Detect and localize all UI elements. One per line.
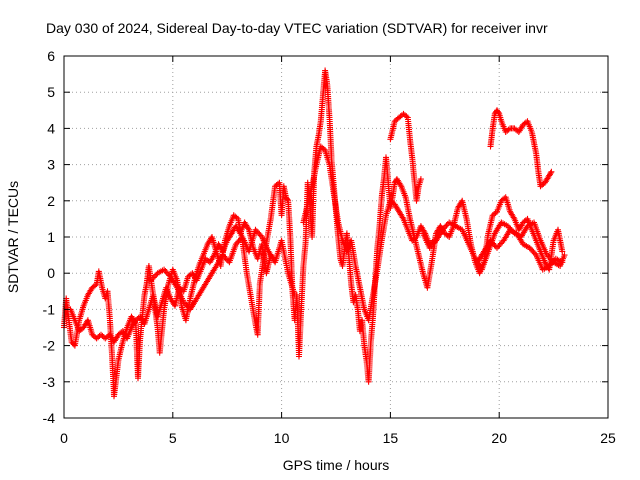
series-track-3 — [148, 226, 298, 313]
data-point — [548, 168, 555, 175]
data-point — [559, 259, 566, 266]
y-tick-label: 5 — [47, 84, 55, 100]
data-point — [163, 269, 170, 276]
data-point — [531, 250, 538, 257]
y-tick-label: -2 — [43, 338, 56, 354]
data-point — [443, 222, 450, 229]
data-point — [252, 226, 259, 233]
data-point — [291, 291, 298, 298]
series-track-8 — [474, 226, 566, 273]
x-tick-label: 10 — [274, 430, 290, 446]
data-point — [495, 243, 502, 250]
data-point — [550, 258, 557, 265]
data-point — [180, 299, 187, 306]
data-point — [222, 255, 229, 261]
data-point — [235, 238, 242, 245]
y-tick-label: -3 — [43, 374, 56, 390]
data-point — [497, 240, 504, 247]
data-point — [255, 229, 262, 236]
x-tick-labels: 0 5 10 15 20 25 — [60, 430, 616, 446]
data-point — [526, 244, 533, 251]
data-point — [547, 170, 554, 176]
data-point — [399, 214, 406, 221]
data-point — [161, 266, 168, 273]
y-tick-label: 6 — [47, 48, 55, 64]
data-point — [529, 247, 536, 254]
data-point — [183, 302, 190, 309]
data-point — [546, 255, 553, 261]
data-point — [397, 181, 404, 188]
series-track-6 — [487, 107, 555, 190]
data-point — [544, 252, 551, 259]
data-point — [495, 109, 502, 116]
data-point — [547, 261, 554, 268]
data-point — [219, 252, 226, 259]
data-point — [150, 274, 157, 281]
data-point — [148, 277, 154, 284]
data-point — [561, 252, 568, 259]
y-tick-label: 3 — [47, 157, 55, 173]
y-tick-label: 1 — [47, 229, 55, 245]
data-points — [61, 67, 568, 400]
data-point — [417, 176, 424, 183]
y-tick-label: -4 — [43, 410, 56, 426]
data-point — [440, 225, 447, 232]
y-tick-label: -1 — [43, 301, 56, 317]
data-point — [284, 196, 291, 203]
data-point — [559, 248, 566, 255]
data-point — [510, 214, 517, 221]
x-tick-label: 25 — [600, 430, 616, 446]
x-tick-label: 0 — [60, 430, 68, 446]
x-tick-label: 20 — [491, 430, 507, 446]
data-point — [488, 239, 495, 246]
data-point — [430, 240, 437, 247]
data-point — [232, 241, 239, 248]
y-tick-labels: -4 -3 -2 -1 0 1 2 3 4 5 6 — [43, 48, 56, 426]
data-point — [403, 113, 410, 120]
y-tick-label: 0 — [47, 265, 55, 281]
data-point — [210, 253, 217, 260]
data-point — [257, 232, 264, 239]
y-axis-label: SDTVAR / TECUs — [5, 181, 21, 293]
x-axis-label: GPS time / hours — [283, 457, 390, 473]
data-point — [427, 243, 434, 250]
y-tick-label: 4 — [47, 120, 55, 136]
series-track-5 — [387, 110, 424, 204]
chart-title: Day 030 of 2024, Sidereal Day-to-day VTE… — [46, 20, 548, 36]
axis-ticks — [63, 55, 609, 419]
x-tick-label: 5 — [169, 430, 177, 446]
x-tick-label: 15 — [383, 430, 399, 446]
y-tick-label: 2 — [47, 193, 55, 209]
data-point — [492, 209, 499, 216]
series-track-4 — [300, 143, 437, 324]
series-track-1 — [61, 67, 566, 400]
data-point — [491, 242, 498, 248]
